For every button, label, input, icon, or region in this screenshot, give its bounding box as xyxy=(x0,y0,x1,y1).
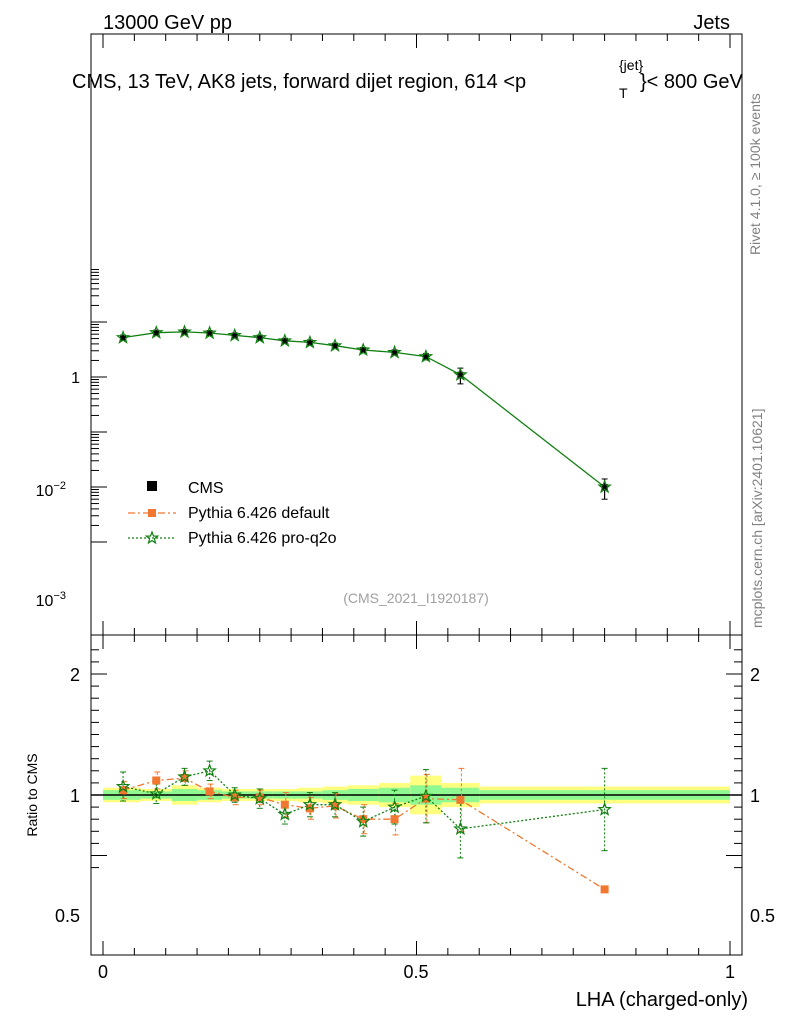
legend-cms-marker xyxy=(147,481,157,491)
x-ticks xyxy=(102,34,731,955)
pro-q2o-ratio-point xyxy=(148,786,164,800)
energy-label: 13000 GeV pp xyxy=(103,12,232,34)
cms-point xyxy=(422,353,429,360)
pro-q2o-ratio-point xyxy=(327,797,343,811)
pro-q2o-point xyxy=(597,479,612,494)
mcplots-label: mcplots.cern.ch [arXiv:2401.10621] xyxy=(749,409,765,628)
pro-q2o-point xyxy=(302,334,318,349)
pro-q2o-point xyxy=(418,348,434,363)
cms-point xyxy=(281,337,288,344)
pro-q2o-ratio-point xyxy=(453,821,468,836)
pro-q2o-ratio-point xyxy=(418,788,434,803)
legend-default-marker xyxy=(148,509,156,517)
title-end: }< 800 GeV xyxy=(640,71,744,93)
default-ratio-point xyxy=(305,804,314,813)
cms-point xyxy=(306,339,313,346)
pro-q2o-ratio-point xyxy=(302,797,318,811)
ratio-panel: 2 1 0.5 2 1 0.5 Ratio to CMS 0 0.5 1 LHA… xyxy=(24,34,775,1011)
pro-q2o-point xyxy=(387,344,402,359)
pro-q2o-ratio-point xyxy=(202,763,217,778)
ratio-ytick-2: 2 xyxy=(70,665,80,685)
default-ratio-point xyxy=(600,885,609,894)
ratio-ylabel: Ratio to CMS xyxy=(24,753,40,836)
ratio-ytick-0.5: 0.5 xyxy=(55,906,80,926)
x-axis-label: LHA (charged-only) xyxy=(576,989,748,1011)
cms-point xyxy=(120,334,127,341)
pro-q2o-ratio-point xyxy=(387,799,402,814)
default-ratio-point xyxy=(180,774,189,783)
default-ratio-point xyxy=(205,787,214,796)
analysis-id: (CMS_2021_I1920187) xyxy=(343,590,489,606)
ratio-ytick-1-right: 1 xyxy=(750,786,760,806)
cms-point xyxy=(360,346,367,353)
pro-q2o-point xyxy=(148,325,164,339)
title-sub: T xyxy=(619,85,628,101)
pro-q2o-ratio-point xyxy=(177,769,192,784)
cms-point xyxy=(256,334,263,341)
cms-point xyxy=(153,329,160,336)
default-ratio-point xyxy=(390,815,399,824)
pro-q2o-point xyxy=(227,327,243,342)
main-y-ticks xyxy=(91,269,107,543)
ratio-series xyxy=(115,760,612,894)
pro-q2o-ratio-point xyxy=(277,806,293,821)
title-sup: {jet} xyxy=(619,57,643,73)
jets-label: Jets xyxy=(693,12,730,34)
cms-point xyxy=(601,484,608,490)
pro-q2o-ratio-point xyxy=(227,787,243,802)
pro-q2o-point xyxy=(453,366,468,382)
pro-q2o-ratio-point xyxy=(252,790,268,805)
ratio-ytick-0.5-right: 0.5 xyxy=(750,906,775,926)
pro-q2o-point xyxy=(355,342,371,357)
ratio-clipped xyxy=(115,760,612,894)
ytick-label-1e-2: 10−2 xyxy=(36,480,66,500)
default-ratio-point xyxy=(330,801,339,810)
cms-point xyxy=(391,349,398,356)
pro-q2o-line xyxy=(123,331,605,488)
xtick-0.5: 0.5 xyxy=(403,962,428,982)
xtick-0: 0 xyxy=(98,962,108,982)
pro-q2o-point xyxy=(202,325,217,340)
legend-cms-label: CMS xyxy=(188,480,224,497)
legend: CMS Pythia 6.426 default Pythia 6.426 pr… xyxy=(128,480,337,547)
pro-q2o-ratio-point xyxy=(597,801,612,816)
default-ratio-point xyxy=(152,776,161,785)
cms-point xyxy=(331,342,338,349)
legend-proq2o-label: Pythia 6.426 pro-q2o xyxy=(188,530,337,547)
pro-q2o-ratio-point xyxy=(115,778,131,793)
ratio-ytick-2-right: 2 xyxy=(750,665,760,685)
pro-q2o-point xyxy=(177,324,192,339)
cms-point xyxy=(181,328,188,335)
cms-point xyxy=(457,371,464,378)
main-series xyxy=(115,324,612,500)
pro-q2o-point xyxy=(277,333,293,348)
ratio-y-ticks xyxy=(91,649,742,869)
ytick-label-1: 1 xyxy=(71,370,80,387)
pro-q2o-point xyxy=(252,329,268,344)
default-ratio-point xyxy=(280,800,289,809)
ytick-label-1e-3: 10−3 xyxy=(36,590,66,610)
default-ratio-point xyxy=(119,786,128,795)
ratio-ytick-1: 1 xyxy=(70,786,80,806)
default-ratio-line xyxy=(122,777,605,890)
cms-point xyxy=(231,332,238,339)
rivet-label: Rivet 4.1.0, ≥ 100k events xyxy=(747,93,763,255)
pro-q2o-point xyxy=(327,337,343,352)
pro-q2o-point xyxy=(115,329,131,344)
plot-title: CMS, 13 TeV, AK8 jets, forward dijet reg… xyxy=(72,57,744,101)
legend-star-shape xyxy=(144,530,160,545)
pro-q2o-ratio-point xyxy=(355,813,371,828)
main-panel: 1 10−2 10−3 CMS Pythia 6.426 default Pyt… xyxy=(36,33,743,636)
legend-default-label: Pythia 6.426 default xyxy=(188,505,330,522)
xtick-1: 1 xyxy=(725,962,735,982)
pro-q2o-ratio-line xyxy=(122,770,605,830)
default-ratio-point xyxy=(456,795,465,804)
legend-proq2o-marker xyxy=(144,530,160,545)
default-ratio-point xyxy=(255,793,264,802)
default-ratio-point xyxy=(359,815,368,824)
title-main: CMS, 13 TeV, AK8 jets, forward dijet reg… xyxy=(72,71,526,93)
cms-point xyxy=(206,330,213,337)
